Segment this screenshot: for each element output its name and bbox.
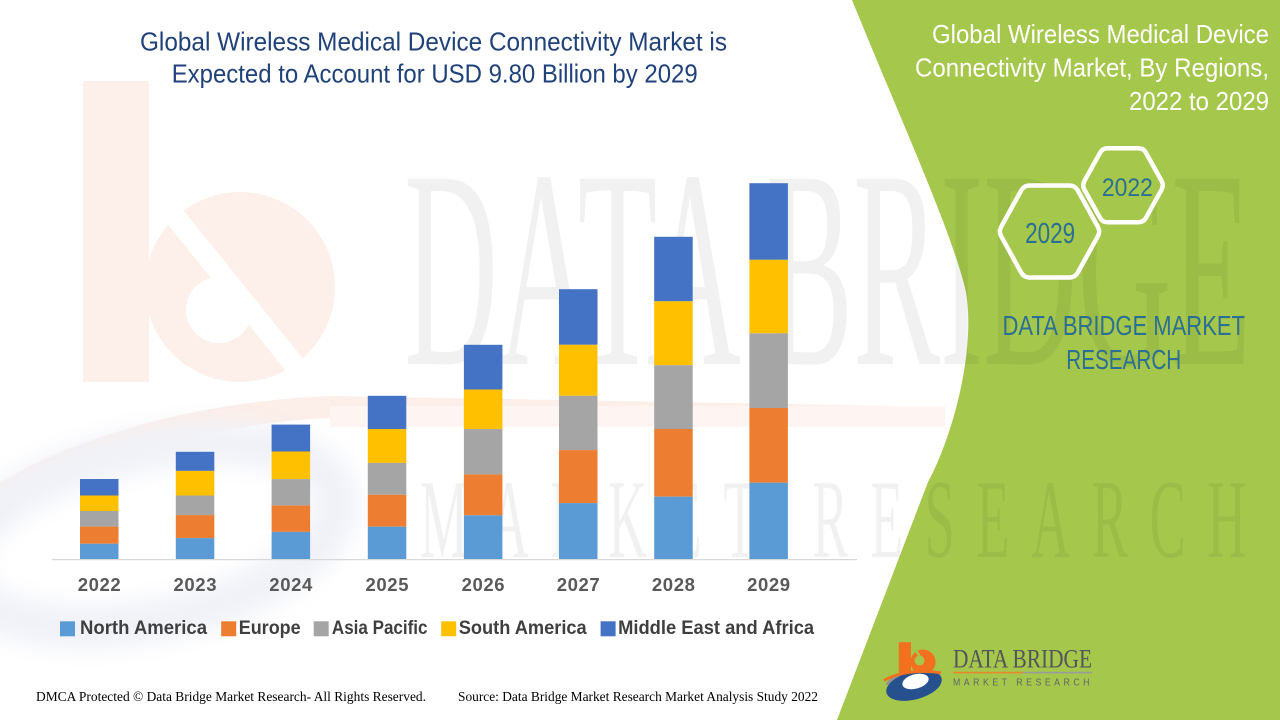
svg-text:2022: 2022 [1102, 174, 1153, 202]
svg-text:2023: 2023 [174, 574, 217, 595]
svg-text:2025: 2025 [366, 574, 409, 595]
svg-text:2022 to 2029: 2022 to 2029 [1129, 86, 1269, 116]
svg-text:Source: Data Bridge Market Res: Source: Data Bridge Market Research Mark… [458, 689, 818, 704]
svg-text:DATA BRIDGE: DATA BRIDGE [953, 645, 1092, 674]
svg-text:Middle East and Africa: Middle East and Africa [618, 618, 814, 639]
svg-text:DMCA Protected © Data Bridge M: DMCA Protected © Data Bridge Market Rese… [36, 689, 426, 704]
svg-text:2027: 2027 [557, 574, 600, 595]
svg-text:North America: North America [80, 618, 207, 639]
svg-text:Expected to Account for USD 9.: Expected to Account for USD 9.80 Billion… [172, 59, 698, 89]
svg-text:2022: 2022 [78, 574, 121, 595]
svg-text:Asia Pacific: Asia Pacific [332, 618, 428, 639]
svg-text:Europe: Europe [239, 618, 301, 639]
svg-text:Global Wireless Medical Device: Global Wireless Medical Device [932, 19, 1269, 49]
svg-text:South America: South America [459, 618, 587, 639]
svg-text:Global Wireless Medical Device: Global Wireless Medical Device Connectiv… [140, 27, 727, 57]
svg-text:MARKET RESEARCH: MARKET RESEARCH [420, 458, 1268, 582]
svg-text:2029: 2029 [747, 574, 790, 595]
svg-text:MARKET RESEARCH: MARKET RESEARCH [953, 677, 1093, 688]
svg-text:DATA BRIDGE MARKET: DATA BRIDGE MARKET [1003, 310, 1246, 341]
svg-text:Connectivity Market, By Region: Connectivity Market, By Regions, [915, 52, 1269, 82]
svg-text:2029: 2029 [1025, 218, 1075, 250]
svg-text:2024: 2024 [269, 574, 313, 595]
svg-text:2026: 2026 [462, 574, 505, 595]
svg-text:2028: 2028 [652, 574, 695, 595]
svg-text:RESEARCH: RESEARCH [1066, 344, 1181, 375]
